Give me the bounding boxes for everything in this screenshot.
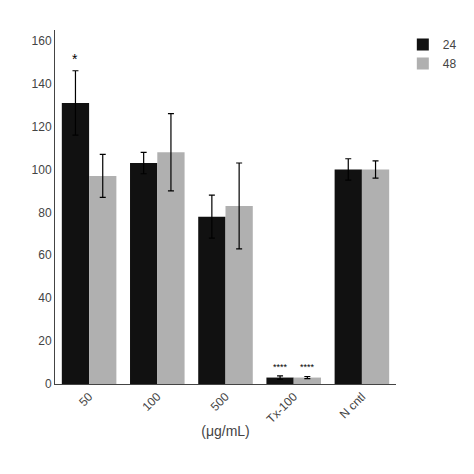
svg-text:****: **** bbox=[273, 362, 288, 372]
svg-text:*: * bbox=[72, 51, 78, 67]
svg-text:100: 100 bbox=[140, 390, 164, 414]
svg-text:N cntl: N cntl bbox=[337, 390, 369, 422]
svg-text:20: 20 bbox=[38, 334, 52, 348]
svg-text:****: **** bbox=[300, 362, 315, 372]
svg-text:0: 0 bbox=[45, 377, 52, 391]
svg-text:120: 120 bbox=[32, 120, 52, 134]
svg-text:80: 80 bbox=[38, 206, 52, 220]
svg-text:40: 40 bbox=[38, 291, 52, 305]
svg-text:100: 100 bbox=[32, 163, 52, 177]
svg-text:140: 140 bbox=[32, 77, 52, 91]
svg-text:160: 160 bbox=[32, 34, 52, 48]
svg-text:24: 24 bbox=[443, 38, 457, 52]
svg-text:60: 60 bbox=[38, 248, 52, 262]
svg-text:50: 50 bbox=[76, 390, 96, 410]
svg-text:48: 48 bbox=[443, 57, 457, 71]
svg-text:Tx-100: Tx-100 bbox=[264, 390, 301, 427]
svg-text:500: 500 bbox=[208, 390, 232, 414]
svg-text:(μg/mL): (μg/mL) bbox=[201, 423, 250, 439]
